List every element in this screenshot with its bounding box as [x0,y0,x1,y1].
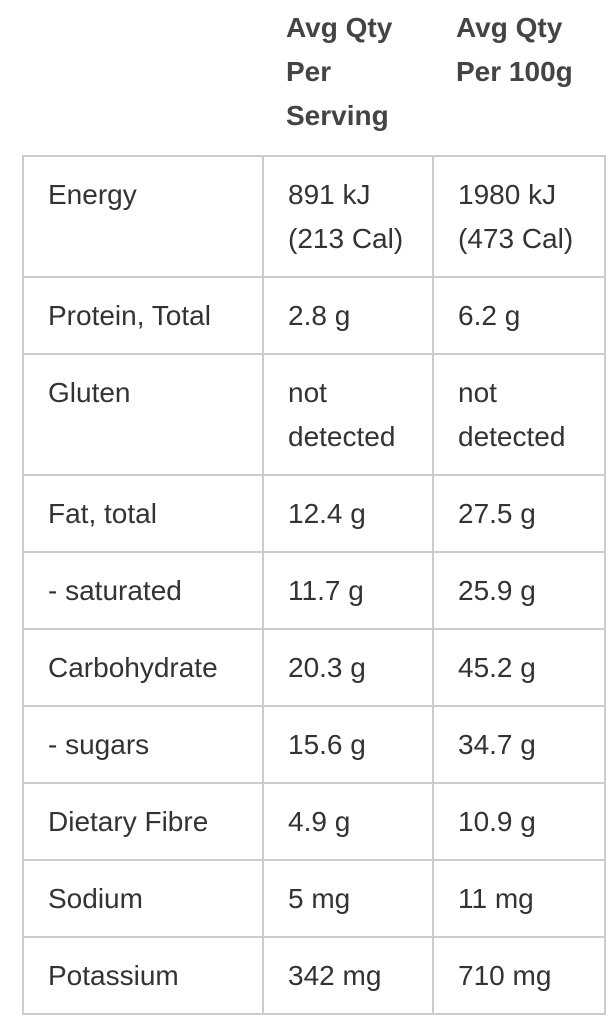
nutrient-name: Potassium [22,936,264,1015]
nutrient-value: 34.7 g [432,705,606,784]
table-row: - sugars 15.6 g 34.7 g [22,705,606,784]
table-row: Dietary Fibre 4.9 g 10.9 g [22,782,606,861]
nutrient-name: Gluten [22,353,264,476]
nutrient-value: 4.9 g [262,782,434,861]
nutrient-value: not detected [432,353,606,476]
column-headers: Avg Qty Per Serving Avg Qty Per 100g [22,6,604,138]
nutrient-value: 15.6 g [262,705,434,784]
nutrient-name: Fat, total [22,474,264,553]
nutrient-value: 10.9 g [432,782,606,861]
nutrient-name: - saturated [22,551,264,630]
table-row: Carbohydrate 20.3 g 45.2 g [22,628,606,707]
table-row: Gluten not detected not detected [22,353,606,476]
nutrient-name: Energy [22,155,264,278]
nutrient-name: Carbohydrate [22,628,264,707]
nutrient-value: 710 mg [432,936,606,1015]
nutrient-value: 342 mg [262,936,434,1015]
header-spacer [22,6,262,138]
nutrient-value: 11.7 g [262,551,434,630]
nutrition-table: Energy 891 kJ (213 Cal) 1980 kJ (473 Cal) P… [22,155,606,1015]
nutrient-value: 6.2 g [432,276,606,355]
nutrient-name: Dietary Fibre [22,782,264,861]
nutrient-value: 12.4 g [262,474,434,553]
nutrient-value: 27.5 g [432,474,606,553]
nutrient-value: 891 kJ (213 Cal) [262,155,434,278]
nutrient-name: Protein, Total [22,276,264,355]
nutrient-name: - sugars [22,705,264,784]
table-row: Potassium 342 mg 710 mg [22,936,606,1015]
nutrient-value: not detected [262,353,434,476]
table-row: Sodium 5 mg 11 mg [22,859,606,938]
table-row: Fat, total 12.4 g 27.5 g [22,474,606,553]
nutrient-value: 20.3 g [262,628,434,707]
nutrient-value: 11 mg [432,859,606,938]
nutrient-value: 5 mg [262,859,434,938]
table-row: - saturated 11.7 g 25.9 g [22,551,606,630]
table-row: Energy 891 kJ (213 Cal) 1980 kJ (473 Cal) [22,155,606,278]
nutrient-value: 1980 kJ (473 Cal) [432,155,606,278]
nutrient-value: 45.2 g [432,628,606,707]
nutrient-name: Sodium [22,859,264,938]
table-row: Protein, Total 2.8 g 6.2 g [22,276,606,355]
nutrient-value: 25.9 g [432,551,606,630]
table-body: Energy 891 kJ (213 Cal) 1980 kJ (473 Cal) P… [22,155,606,1015]
nutrient-value: 2.8 g [262,276,434,355]
column-header: Avg Qty Per 100g [456,12,573,87]
column-header: Avg Qty Per Serving [286,12,393,131]
